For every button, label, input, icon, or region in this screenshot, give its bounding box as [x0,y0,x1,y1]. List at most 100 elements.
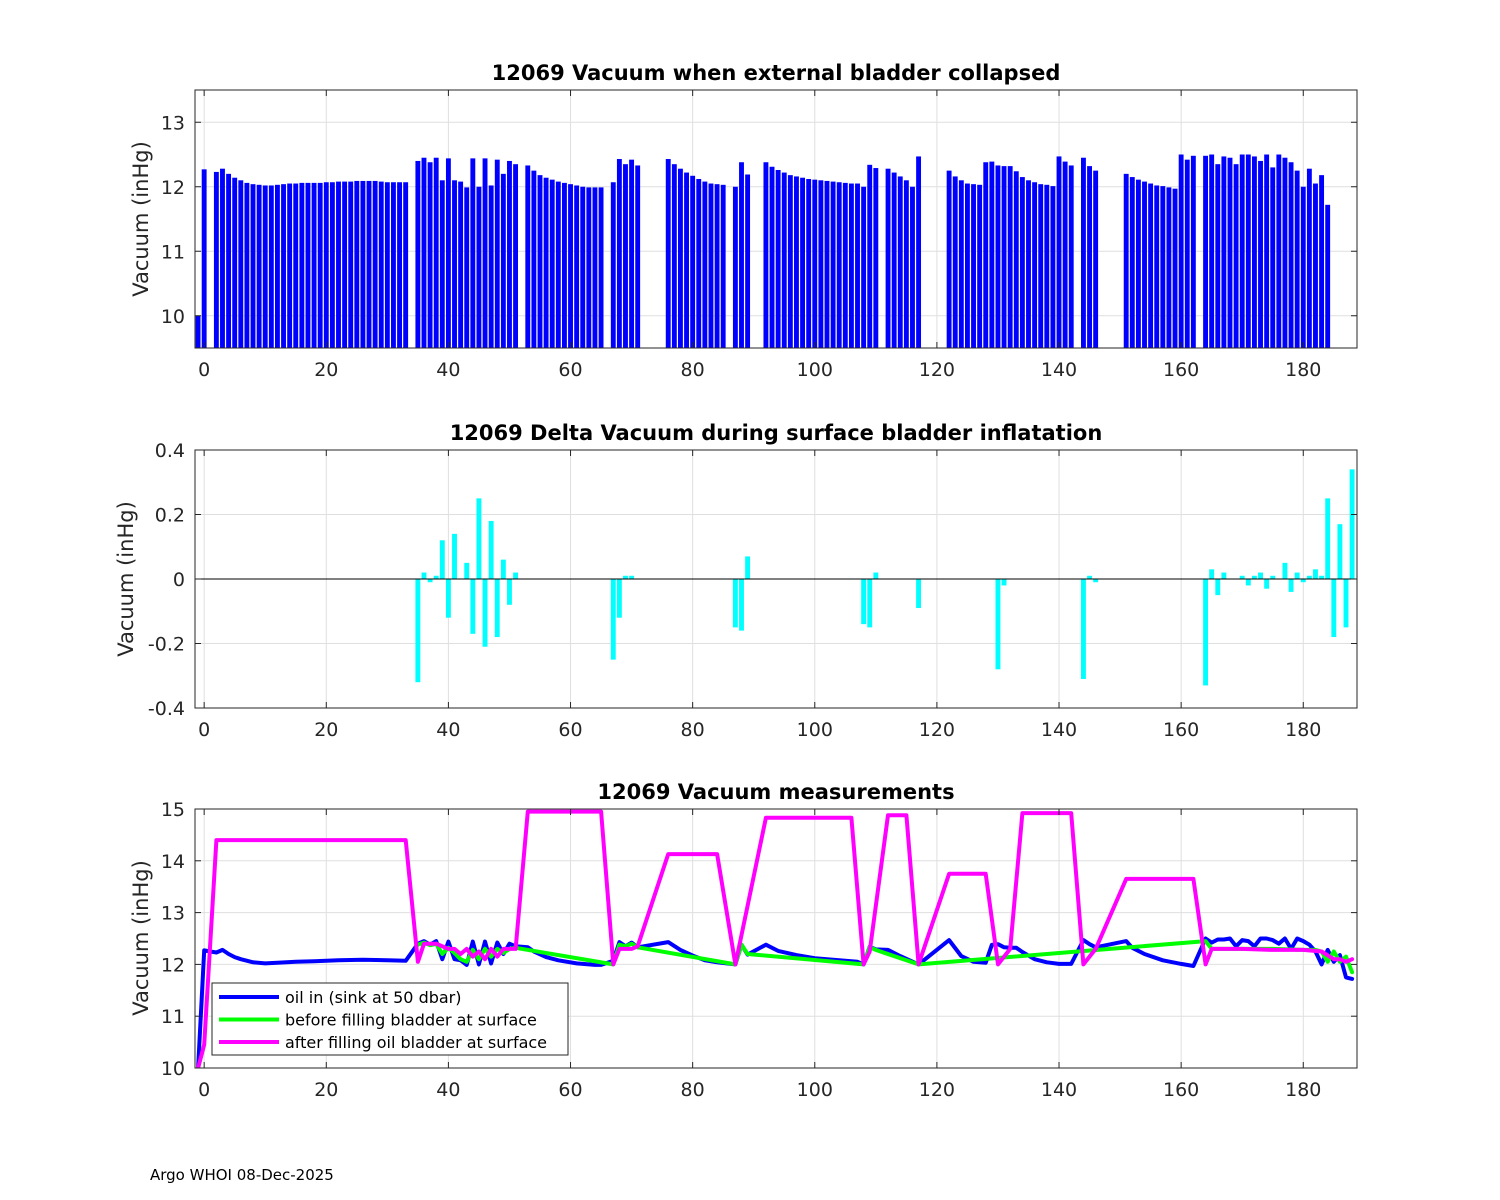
top-bar [281,184,286,348]
top-bar [1172,188,1178,348]
top-bar [610,182,616,348]
top-x-tick-label: 120 [919,359,955,381]
top-bar [690,175,696,348]
top-bar [574,185,580,348]
top-bar [836,182,842,348]
top-bar [885,168,891,348]
middle-bar [616,579,622,618]
top-axes-box [194,89,1358,349]
top-bar [1032,182,1038,348]
top-bar [739,162,744,348]
bottom-axes-box [194,808,1358,1069]
middle-bar [500,559,506,579]
top-bar [732,186,738,348]
top-bar [623,164,628,348]
top-bar [336,181,341,348]
top-bar [1001,166,1007,348]
top-bar [1056,156,1062,348]
top-x-tick-label: 180 [1285,359,1321,381]
middle-bar [427,579,433,583]
top-bar [476,186,482,348]
middle-bar [415,579,421,683]
top-bar [714,184,720,348]
middle-bar [470,579,476,634]
middle-chart-ylabel: Vacuum (inHg) [114,501,138,657]
top-bar [1050,186,1056,348]
top-bar [213,171,219,348]
top-x-tick-label: 20 [314,359,338,381]
top-bar [861,186,867,348]
top-bar [964,183,970,348]
top-bar [445,158,451,348]
middle-x-tick-label: 180 [1285,719,1321,741]
middle-bar [1294,572,1300,579]
middle-bar [433,575,439,579]
middle-bar [1288,579,1294,592]
top-x-tick-label: 60 [558,359,582,381]
top-bar [1044,184,1050,348]
middle-bar [873,572,879,579]
top-bar [696,179,702,348]
top-bar [580,186,586,348]
footer-label: Argo WHOI 08-Dec-2025 [150,1166,334,1184]
bottom-x-tick-label: 0 [198,1079,210,1101]
middle-bar [995,579,1001,670]
top-bar [1294,170,1300,348]
middle-bar [1215,579,1221,596]
top-bar [1154,185,1160,348]
top-bar [1300,186,1306,348]
top-bar [720,184,726,348]
top-bar [1038,184,1044,348]
top-bar [488,185,494,348]
top-bar [1062,161,1068,348]
middle-x-tick-label: 140 [1041,719,1077,741]
top-bar [391,182,396,348]
top-y-tick-label: 13 [161,112,185,134]
top-bar [384,182,390,348]
top-bar [1093,170,1099,348]
middle-x-tick-label: 0 [198,719,210,741]
top-bar [781,172,787,348]
top-bar [745,174,751,348]
middle-bar [861,579,867,625]
top-bar [702,181,708,348]
top-bar [1203,155,1209,348]
middle-y-tick-label: 0.2 [155,505,185,527]
top-bar [806,179,812,348]
top-bar [769,166,775,348]
top-bar [989,161,995,348]
bottom-x-tick-label: 100 [797,1079,833,1101]
middle-bar [610,579,616,660]
top-bar [262,185,268,348]
top-bar [195,315,201,348]
top-bar [537,175,543,348]
top-bar [598,187,604,348]
top-bar [830,181,836,348]
top-bar [1313,183,1318,348]
top-bar [1258,160,1263,348]
middle-x-tick-label: 120 [919,719,955,741]
top-bar [1288,162,1294,348]
middle-bar [1221,572,1227,579]
top-bar [305,182,311,348]
top-bar [586,187,592,348]
bottom-chart-title: 12069 Vacuum measurements [597,780,954,804]
bottom-x-tick-label: 40 [436,1079,460,1101]
top-bar [543,177,549,348]
top-bar [238,180,244,348]
top-x-tick-label: 40 [436,359,460,381]
top-bar [891,172,897,348]
top-bar [763,162,769,348]
top-bar [848,183,854,348]
top-bar [1184,159,1190,348]
top-bar [458,181,464,348]
top-bar [470,158,476,348]
top-bar [824,180,830,348]
top-bar [592,187,598,348]
bottom-y-tick-label: 12 [161,954,185,976]
middle-bar [1245,579,1251,586]
bottom-x-tick-label: 180 [1285,1079,1321,1101]
top-bar [1227,157,1233,348]
bottom-x-tick-label: 140 [1041,1079,1077,1101]
middle-bar [739,579,744,631]
